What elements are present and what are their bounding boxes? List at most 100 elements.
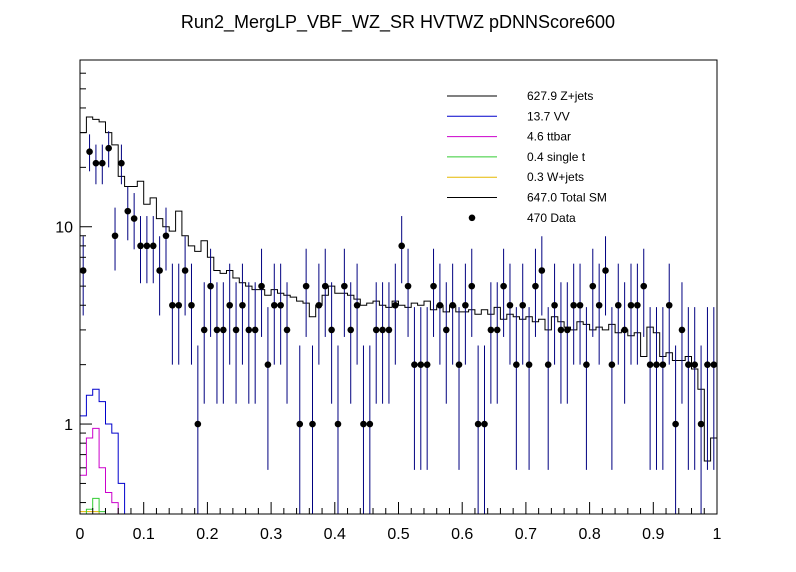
- data-point: [175, 301, 183, 309]
- data-point: [296, 420, 304, 428]
- data-point: [232, 326, 240, 334]
- data-point: [442, 326, 450, 334]
- data-point: [398, 242, 405, 250]
- y-tick-label: 10: [55, 220, 73, 237]
- data-point: [557, 326, 565, 334]
- data-point: [532, 282, 539, 290]
- data-point: [169, 301, 176, 309]
- data-point: [487, 326, 495, 334]
- legend-label: 0.4 single t: [527, 150, 586, 164]
- data-point: [634, 301, 641, 309]
- data-point: [86, 148, 93, 156]
- data-point: [436, 301, 444, 309]
- data-point: [468, 282, 476, 290]
- axes: 0 0.1 0.2 0.3 0.4 0.5 0.6 0.7 0.8 0.9 1 1 10: [55, 59, 722, 543]
- data-point: [506, 301, 514, 309]
- x-tick-label: 0.4: [324, 526, 346, 543]
- y-tick-label: 1: [64, 417, 73, 434]
- data-point: [302, 282, 310, 290]
- data-point: [372, 326, 380, 334]
- x-tick-label: 0.5: [387, 526, 409, 543]
- data-point: [264, 361, 272, 368]
- data-point: [621, 326, 628, 334]
- x-tick-label: 0: [76, 526, 85, 543]
- data-point: [181, 267, 189, 274]
- data-point: [309, 420, 316, 428]
- data-point: [162, 232, 170, 240]
- x-tick-label: 1: [713, 526, 722, 543]
- legend-label: 647.0 Total SM: [527, 191, 607, 205]
- data-point: [653, 361, 660, 368]
- histogram-vv: [79, 388, 138, 515]
- data-point: [627, 301, 635, 309]
- data-point: [665, 301, 673, 309]
- x-tick-label: 0.6: [451, 526, 473, 543]
- data-point: [576, 301, 584, 309]
- data-point: [672, 420, 679, 428]
- data-point: [449, 301, 456, 309]
- data-point: [589, 282, 597, 290]
- data-point: [513, 361, 520, 368]
- data-point: [341, 282, 348, 290]
- data-point: [404, 282, 412, 290]
- data-point: [226, 301, 233, 309]
- data-point: [500, 282, 507, 290]
- data-point: [149, 242, 157, 250]
- data-point: [614, 301, 622, 309]
- data-point: [283, 326, 291, 334]
- data-point: [130, 215, 138, 222]
- data-point: [245, 326, 253, 334]
- data-point: [423, 361, 431, 368]
- data-point: [277, 301, 284, 309]
- data-point: [411, 361, 418, 368]
- data-point: [98, 159, 106, 167]
- data-point: [570, 301, 577, 309]
- legend-label: 0.3 W+jets: [527, 170, 584, 184]
- legend: 627.9 Z+jets 13.7 VV 4.6 ttbar 0.4 single t…: [447, 89, 607, 225]
- data-point: [583, 361, 590, 368]
- data-point: [462, 301, 469, 309]
- x-tick-label: 0.8: [578, 526, 600, 543]
- data-point: [551, 301, 558, 309]
- data-point: [608, 361, 616, 368]
- data-point: [564, 326, 571, 334]
- data-point: [137, 242, 144, 250]
- data-point: [392, 301, 399, 309]
- data-point: [315, 301, 323, 309]
- data-point: [595, 301, 603, 309]
- data-point: [493, 326, 501, 334]
- x-tick-label: 0.1: [133, 526, 155, 543]
- data-point: [239, 301, 246, 309]
- histogram-single-t: [85, 497, 106, 514]
- data-point: [220, 326, 227, 334]
- data-point: [213, 326, 221, 334]
- data-point: [678, 326, 686, 334]
- data-point: [640, 282, 648, 290]
- data-point: [659, 361, 667, 368]
- data-point: [360, 420, 367, 428]
- data-point: [525, 361, 533, 368]
- legend-label: 13.7 VV: [527, 109, 570, 123]
- data-point: [258, 282, 265, 290]
- plot-area: [79, 116, 718, 515]
- chart-title: Run2_MergLP_VBF_WZ_SR HVTWZ pDNNScore600: [181, 12, 615, 33]
- data-point: [156, 267, 163, 274]
- data-point: [270, 301, 278, 309]
- legend-marker: [468, 214, 476, 222]
- data-point: [92, 159, 100, 167]
- data-point: [417, 361, 425, 368]
- data-point: [685, 361, 692, 368]
- data-point: [118, 159, 125, 167]
- data-point: [538, 267, 546, 274]
- data-point: [691, 361, 699, 368]
- data-point: [353, 301, 361, 309]
- data-point: [111, 232, 119, 240]
- data-point: [481, 420, 488, 428]
- data-point: [455, 361, 463, 368]
- data-point: [544, 361, 552, 368]
- x-tick-label: 0.3: [260, 526, 282, 543]
- data-point: [194, 420, 202, 428]
- data-point: [251, 326, 259, 334]
- data-point: [200, 326, 208, 334]
